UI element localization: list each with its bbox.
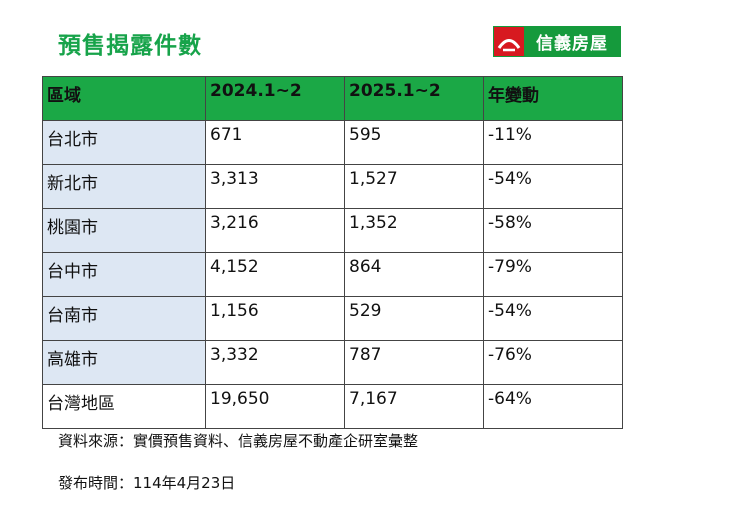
table-row: 高雄市 3,332 787 -76% <box>42 340 623 385</box>
brand-logo: 信義房屋 <box>493 26 621 57</box>
change-cell: -76% <box>483 340 623 385</box>
value-2025-cell: 1,527 <box>344 164 484 209</box>
value-2025-cell: 1,352 <box>344 208 484 253</box>
header-change: 年變動 <box>483 76 623 121</box>
region-cell: 新北市 <box>42 164 206 209</box>
sinyi-logo-icon <box>494 27 524 56</box>
region-cell: 桃園市 <box>42 208 206 253</box>
region-cell: 高雄市 <box>42 340 206 385</box>
table-row: 台北市 671 595 -11% <box>42 120 623 165</box>
table-row: 台南市 1,156 529 -54% <box>42 296 623 341</box>
table-row: 新北市 3,313 1,527 -54% <box>42 164 623 209</box>
header-region: 區域 <box>42 76 206 121</box>
value-2024-cell: 4,152 <box>205 252 345 297</box>
value-2025-cell: 864 <box>344 252 484 297</box>
page-title: 預售揭露件數 <box>58 33 202 59</box>
region-cell: 台中市 <box>42 252 206 297</box>
value-2024-cell: 3,216 <box>205 208 345 253</box>
change-cell: -58% <box>483 208 623 253</box>
header-2024: 2024.1~2 <box>205 76 345 121</box>
source-note: 資料來源：實價預售資料、信義房屋不動產企研室彙整 <box>58 432 419 450</box>
value-2025-cell: 787 <box>344 340 484 385</box>
value-2024-cell: 671 <box>205 120 345 165</box>
table-row: 桃園市 3,216 1,352 -58% <box>42 208 623 253</box>
value-2025-cell: 7,167 <box>344 384 484 429</box>
change-cell: -11% <box>483 120 623 165</box>
value-2024-cell: 3,332 <box>205 340 345 385</box>
table-header-row: 區域 2024.1~2 2025.1~2 年變動 <box>42 76 623 121</box>
region-cell: 台灣地區 <box>42 384 206 429</box>
data-table: 區域 2024.1~2 2025.1~2 年變動 台北市 671 595 -11… <box>42 76 623 429</box>
table-row: 台中市 4,152 864 -79% <box>42 252 623 297</box>
region-cell: 台南市 <box>42 296 206 341</box>
table-row: 台灣地區 19,650 7,167 -64% <box>42 384 623 429</box>
value-2024-cell: 19,650 <box>205 384 345 429</box>
change-cell: -79% <box>483 252 623 297</box>
change-cell: -64% <box>483 384 623 429</box>
value-2024-cell: 1,156 <box>205 296 345 341</box>
logo-text: 信義房屋 <box>524 27 620 56</box>
header-2025: 2025.1~2 <box>344 76 484 121</box>
region-cell: 台北市 <box>42 120 206 165</box>
publish-date: 發布時間：114年4月23日 <box>58 474 236 492</box>
value-2025-cell: 595 <box>344 120 484 165</box>
change-cell: -54% <box>483 164 623 209</box>
value-2025-cell: 529 <box>344 296 484 341</box>
value-2024-cell: 3,313 <box>205 164 345 209</box>
change-cell: -54% <box>483 296 623 341</box>
